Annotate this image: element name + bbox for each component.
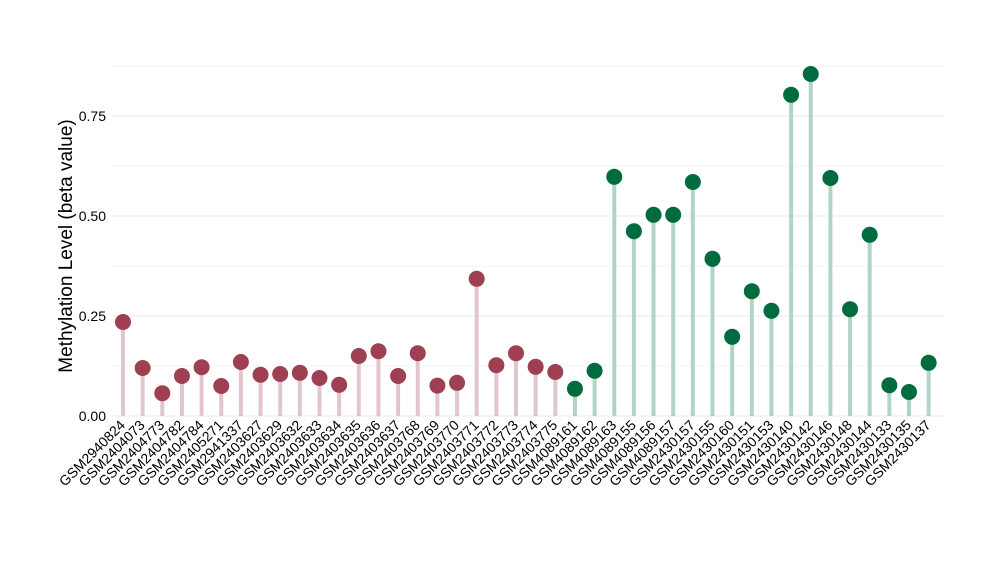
lollipop-point: [527, 358, 544, 375]
lollipop-point: [508, 345, 524, 362]
lollipop-point: [468, 270, 485, 287]
y-axis-title: Methylation Level (beta value): [56, 119, 77, 372]
lollipop-point: [173, 368, 190, 384]
y-tick-label: 0.50: [79, 208, 106, 224]
lollipop-point: [566, 380, 583, 397]
lollipop-point: [213, 378, 230, 394]
lollipop-point: [586, 362, 603, 379]
lollipop-point: [115, 314, 131, 330]
lollipop-point: [763, 302, 780, 319]
lollipop-point: [311, 370, 328, 386]
lollipop-point: [684, 174, 701, 190]
lollipop-point: [232, 354, 249, 370]
lollipop-point: [920, 354, 937, 371]
lollipop-point: [409, 345, 426, 362]
y-tick-label: 0.25: [79, 308, 106, 324]
lollipop-point: [881, 377, 898, 394]
lollipop-point: [291, 364, 308, 381]
lollipop-point: [625, 223, 642, 240]
lollipop-point: [665, 206, 682, 223]
lollipop-point: [842, 301, 859, 318]
lollipop-point: [822, 170, 839, 186]
lollipop-point: [272, 366, 289, 382]
lollipop-point: [802, 66, 819, 82]
x-axis-ticks: GSM2940824GSM2404073GSM2404773GSM2404782…: [56, 417, 934, 490]
lollipop-point: [134, 360, 151, 376]
lollipop-point: [547, 364, 564, 380]
lollipop-point: [350, 348, 367, 364]
lollipop-point: [331, 376, 348, 393]
lollipop-point: [154, 385, 171, 402]
lollipop-point: [704, 250, 721, 267]
grid: [112, 65, 945, 417]
points: [115, 66, 937, 402]
y-axis-ticks: 0.00 0.25 0.50 0.75: [79, 108, 106, 424]
lollipop-point: [390, 368, 407, 384]
lollipop-point: [193, 359, 210, 376]
lollipop-point: [429, 377, 446, 394]
lollipop-point: [783, 86, 800, 103]
lollipop-point: [488, 357, 505, 374]
lollipop-point: [901, 384, 917, 400]
y-tick-label: 0.00: [79, 408, 106, 424]
y-tick-label: 0.75: [79, 108, 106, 124]
lollipop-point: [645, 206, 662, 223]
lollipop-point: [861, 226, 878, 243]
lollipop-point: [606, 168, 623, 185]
lollipop-point: [743, 283, 760, 300]
lollipop-point: [724, 328, 741, 345]
lollipop-point: [449, 374, 466, 391]
lollipop-point: [370, 343, 387, 360]
lollipop-point: [252, 366, 269, 383]
